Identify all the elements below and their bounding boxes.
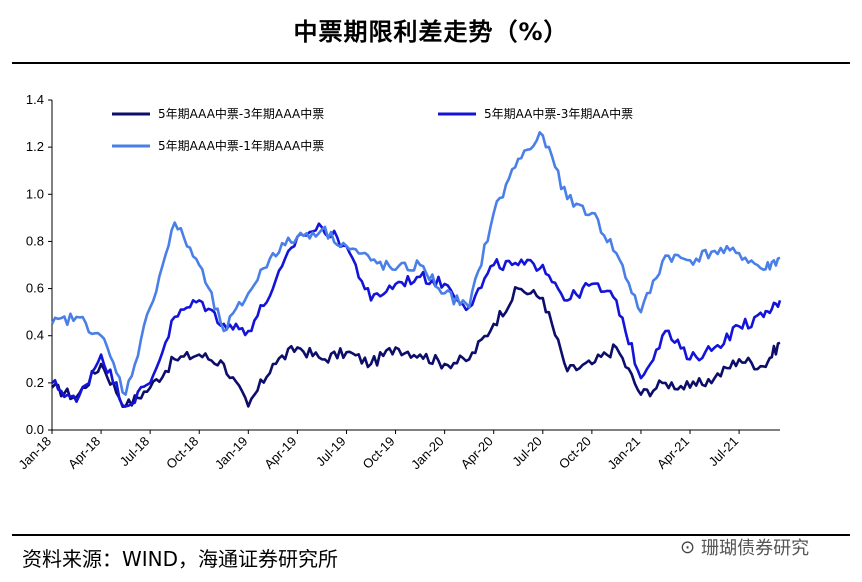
x-tick-label: Jul-20	[509, 434, 545, 470]
series-line	[51, 222, 782, 408]
line-chart: 0.0 0.2 0.4 0.6 0.8 1.0 1.2 1.4 Jan-18 Apr-18 Jul-…	[15, 92, 782, 473]
x-tick-label: Jul-21	[706, 434, 742, 470]
y-tick-label: 1.4	[26, 92, 44, 107]
y-tick-label: 0.8	[26, 233, 44, 248]
x-tick-label: Jan-19	[212, 434, 251, 473]
legend: 5年期AAA中票-3年期AAA中票 5年期AA中票-3年期AA中票 5年期AAA中票…	[112, 106, 633, 153]
x-tick-label: Apr-19	[261, 434, 299, 472]
series-group	[50, 131, 782, 408]
x-tick-label: Jan-20	[408, 434, 447, 473]
x-tick-label: Oct-18	[163, 434, 201, 472]
wechat-icon: ⊙	[680, 536, 696, 558]
series-line	[51, 286, 781, 408]
x-tick-label: Jan-21	[604, 434, 643, 473]
y-tick-label: 0.2	[26, 375, 44, 390]
x-tick-label: Jul-18	[117, 434, 153, 470]
x-tick-label: Apr-18	[65, 434, 103, 472]
series-line	[50, 131, 781, 396]
legend-label: 5年期AAA中票-3年期AAA中票	[158, 106, 324, 121]
legend-label: 5年期AAA中票-1年期AAA中票	[158, 138, 324, 153]
source-note: 资料来源：WIND，海通证券研究所	[22, 547, 339, 571]
watermark-text: 珊瑚债券研究	[701, 538, 810, 559]
x-tick-label: Apr-21	[654, 434, 692, 472]
chart-title: 中票期限利差走势（%）	[293, 18, 569, 46]
y-tick-label: 1.2	[26, 139, 44, 154]
y-tick-label: 0.4	[26, 328, 44, 343]
y-tick-label: 1.0	[26, 186, 44, 201]
x-tick-label: Oct-20	[556, 434, 594, 472]
bottom-rule	[12, 534, 850, 536]
x-tick-label: Jan-18	[15, 434, 54, 473]
top-rule	[12, 62, 850, 64]
legend-label: 5年期AA中票-3年期AA中票	[484, 106, 633, 121]
x-tick-label: Oct-19	[359, 434, 397, 472]
x-tick-label: Jul-19	[313, 434, 349, 470]
y-tick-label: 0.6	[26, 281, 44, 296]
x-tick-label: Apr-20	[458, 434, 496, 472]
watermark: ⊙ 珊瑚债券研究	[680, 534, 809, 560]
y-tick-label: 0.0	[26, 422, 44, 437]
